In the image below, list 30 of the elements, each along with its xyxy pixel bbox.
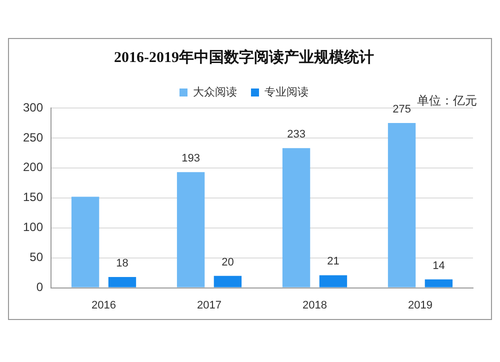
- bar: [388, 122, 416, 288]
- legend-label: 大众阅读: [193, 86, 237, 99]
- bar: [282, 148, 310, 288]
- bar: [424, 279, 453, 288]
- chart-title: 2016-2019年中国数字阅读产业规模统计: [114, 48, 374, 66]
- data-label: 21: [327, 256, 340, 268]
- legend-label: 专业阅读: [264, 86, 308, 99]
- bar: [108, 277, 136, 288]
- y-tick-label: 0: [36, 280, 44, 294]
- bar: [71, 196, 100, 288]
- data-label: 14: [432, 260, 445, 272]
- y-tick-label: 300: [22, 100, 44, 114]
- y-tick-label: 50: [30, 250, 44, 264]
- data-label: 193: [182, 152, 200, 165]
- y-tick-label: 200: [22, 160, 44, 174]
- bar: [214, 276, 242, 288]
- data-label: 18: [116, 258, 128, 270]
- x-tick-label: 2019: [408, 299, 432, 312]
- y-tick-label: 100: [22, 220, 44, 234]
- y-tick-label: 150: [22, 190, 44, 204]
- bar: [176, 172, 205, 288]
- text: 单位：亿元: [417, 93, 477, 108]
- y-tick-label: 250: [22, 130, 44, 144]
- data-label: 275: [392, 104, 411, 116]
- data-label: 233: [287, 128, 306, 141]
- x-tick-label: 2018: [302, 299, 327, 312]
- bar: [319, 275, 348, 288]
- x-tick-label: 2016: [92, 299, 116, 312]
- x-tick-label: 2017: [197, 299, 222, 312]
- data-label: 20: [222, 256, 234, 268]
